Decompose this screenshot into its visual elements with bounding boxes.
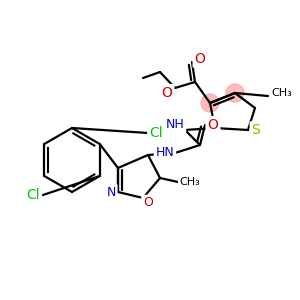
Text: NH: NH (166, 118, 184, 131)
Circle shape (226, 84, 244, 102)
Text: HN: HN (156, 146, 174, 160)
Text: O: O (143, 196, 153, 209)
Text: O: O (208, 118, 218, 132)
Circle shape (201, 94, 219, 112)
Text: S: S (252, 123, 260, 137)
Text: O: O (195, 52, 206, 66)
Text: CH₃: CH₃ (180, 177, 200, 187)
Text: CH₃: CH₃ (272, 88, 292, 98)
Text: Cl: Cl (149, 126, 163, 140)
Text: N: N (106, 185, 116, 199)
Text: Cl: Cl (26, 188, 40, 202)
Text: O: O (162, 86, 172, 100)
